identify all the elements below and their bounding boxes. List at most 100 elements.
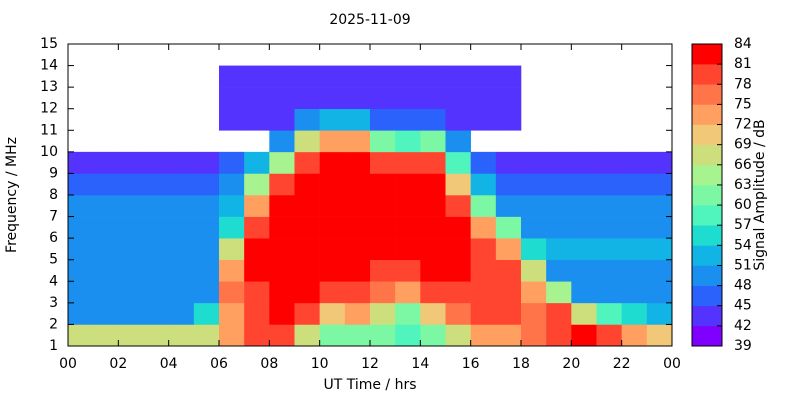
- x-tick-label: 14: [411, 356, 429, 372]
- heatmap-cell: [344, 195, 371, 217]
- heatmap-cell: [445, 238, 471, 261]
- heatmap-cell: [370, 216, 396, 239]
- heatmap-cell: [193, 259, 220, 282]
- heatmap-cell: [244, 238, 270, 261]
- heatmap-cell: [395, 216, 421, 239]
- heatmap-cell: [93, 259, 119, 282]
- heatmap-cell: [269, 173, 295, 196]
- heatmap-cell: [420, 324, 446, 347]
- heatmap-cell: [118, 324, 144, 347]
- heatmap-cell: [521, 281, 547, 304]
- heatmap-cell: [621, 195, 648, 217]
- heatmap-cell: [344, 87, 371, 110]
- heatmap-cell: [219, 87, 245, 110]
- x-tick-label: 12: [361, 356, 379, 372]
- colorbar-tick-label: 42: [734, 318, 752, 334]
- heatmap-cell: [521, 302, 547, 325]
- colorbar-swatch: [692, 305, 722, 327]
- heatmap-cell: [521, 238, 547, 261]
- heatmap-cell: [395, 108, 421, 131]
- heatmap-cell: [571, 259, 597, 282]
- heatmap-cell: [219, 151, 245, 174]
- heatmap-cell: [168, 173, 195, 196]
- heatmap-cell: [118, 151, 144, 174]
- heatmap-cell: [344, 238, 371, 261]
- heatmap-cell: [118, 281, 144, 304]
- heatmap-cell: [621, 216, 648, 239]
- heatmap-cell: [445, 151, 471, 174]
- colorbar-frame: [691, 43, 723, 347]
- heatmap-cell: [546, 259, 572, 282]
- colorbar-swatch: [692, 164, 722, 186]
- heatmap-cell: [168, 195, 195, 217]
- colorbar-tick-label: 45: [734, 298, 752, 314]
- heatmap-cell: [193, 195, 220, 217]
- heatmap-cell: [93, 281, 119, 304]
- heatmap-cell: [344, 108, 371, 131]
- heatmap-cell: [93, 302, 119, 325]
- heatmap-cell: [395, 195, 421, 217]
- heatmap-cell: [344, 216, 371, 239]
- heatmap-cell: [68, 259, 94, 282]
- heatmap-cell: [193, 324, 220, 347]
- colorbar-swatch: [692, 265, 722, 286]
- x-tick-label: 10: [311, 356, 329, 372]
- colorbar-swatch: [692, 44, 722, 65]
- heatmap-cell: [370, 151, 396, 174]
- heatmap-cell: [546, 195, 572, 217]
- heatmap-cell: [219, 195, 245, 217]
- heatmap-cell: [370, 108, 396, 131]
- heatmap-cell: [470, 108, 497, 131]
- x-tick-label: 08: [260, 356, 278, 372]
- heatmap-cell: [521, 259, 547, 282]
- y-tick-label: 10: [40, 144, 58, 160]
- y-tick-label: 14: [40, 58, 58, 74]
- heatmap-cell: [344, 65, 371, 88]
- heatmap-cell: [68, 216, 94, 239]
- heatmap-cell: [143, 216, 169, 239]
- heatmap-cell: [546, 216, 572, 239]
- heatmap-cell: [395, 302, 421, 325]
- colorbar-tick-label: 84: [734, 36, 752, 52]
- heatmap-cell: [344, 151, 371, 174]
- heatmap-cell: [68, 281, 94, 304]
- heatmap-cell: [420, 65, 446, 88]
- heatmap-cell: [244, 151, 270, 174]
- heatmap-cell: [445, 216, 471, 239]
- heatmap-cell: [294, 87, 320, 110]
- heatmap-cell: [521, 195, 547, 217]
- heatmap-cell: [269, 65, 295, 88]
- colorbar-tick-label: 81: [734, 56, 752, 72]
- heatmap-cell: [395, 130, 421, 153]
- colorbar-tick-label: 54: [734, 237, 752, 253]
- heatmap-cell: [395, 259, 421, 282]
- heatmap-cell: [219, 259, 245, 282]
- heatmap-cell: [244, 259, 270, 282]
- heatmap-cell: [118, 173, 144, 196]
- heatmap-cell: [93, 324, 119, 347]
- heatmap-cell: [168, 259, 195, 282]
- heatmap-cell: [470, 238, 497, 261]
- heatmap-cell: [646, 195, 673, 217]
- heatmap-cell: [621, 173, 648, 196]
- heatmap-cell: [370, 87, 396, 110]
- heatmap-cell: [596, 302, 622, 325]
- heatmap-cell: [168, 281, 195, 304]
- heatmap-cell: [244, 302, 270, 325]
- heatmap-cell: [319, 281, 346, 304]
- colorbar-swatch: [692, 285, 722, 307]
- heatmap-cell: [93, 195, 119, 217]
- heatmap-cell: [571, 238, 597, 261]
- heatmap-cell: [319, 65, 346, 88]
- heatmap-cell: [118, 302, 144, 325]
- heatmap-cell: [420, 130, 446, 153]
- heatmap-cell: [646, 281, 673, 304]
- heatmap-cell: [621, 324, 648, 347]
- heatmap-cell: [219, 173, 245, 196]
- heatmap-cell: [621, 302, 648, 325]
- heatmap-cell: [93, 151, 119, 174]
- heatmap-cell: [294, 151, 320, 174]
- heatmap-cell: [370, 130, 396, 153]
- heatmap-cell: [395, 238, 421, 261]
- heatmap-cell: [445, 259, 471, 282]
